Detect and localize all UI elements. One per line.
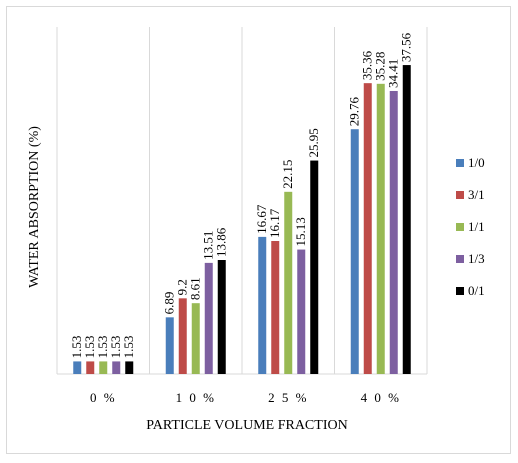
bar-1-1-3: [376, 83, 385, 375]
legend-swatch: [456, 159, 464, 167]
data-label: 37.56: [399, 32, 414, 62]
data-label: 8.61: [188, 277, 203, 300]
bar-1-1-2: [284, 191, 293, 374]
bar-1-0-2: [258, 236, 267, 374]
bar-0-1-1: [217, 260, 226, 374]
chart: 1.531.531.531.531.530 %6.899.28.6113.511…: [27, 27, 485, 433]
bar-1-0-3: [350, 129, 359, 374]
data-label: 1.53: [108, 336, 123, 359]
plot-area: 1.531.531.531.531.530 %6.899.28.6113.511…: [56, 27, 428, 405]
legend-swatch: [456, 255, 464, 263]
bar-1-1-0: [99, 361, 108, 374]
data-label: 34.41: [386, 59, 401, 88]
bar-1-3-1: [204, 262, 213, 374]
data-label: 35.36: [360, 50, 375, 80]
bar-1-0-1: [165, 317, 174, 374]
bar-0-1-3: [402, 65, 411, 374]
x-tick-label: 1 0 %: [176, 390, 216, 405]
legend-label: 1/0: [468, 155, 485, 170]
data-label: 16.17: [267, 208, 282, 238]
bar-3-1-0: [86, 361, 95, 374]
data-label: 35.28: [373, 52, 388, 81]
data-label: 16.67: [254, 204, 269, 234]
legend-swatch: [456, 287, 464, 295]
legend: 1/0 3/1 1/1 1/3 0/1: [456, 155, 485, 298]
data-label: 22.15: [280, 160, 295, 189]
data-label: 1.53: [69, 336, 84, 359]
chart-frame: 1.53 1.53 1.53 1.53 1.53 0 % 6.89 9.2 8.61 13.51 1…: [6, 6, 511, 454]
bar-1-3-3: [389, 90, 398, 374]
legend-label: 3/1: [468, 187, 485, 202]
legend-swatch: [456, 191, 464, 199]
bar-3-1-3: [363, 83, 372, 374]
legend-label: 1/1: [468, 219, 485, 234]
bar-3-1-2: [271, 241, 280, 374]
y-axis-title: WATER ABSORPTION (%): [27, 126, 42, 288]
legend-swatch: [456, 223, 464, 231]
data-label: 13.51: [201, 231, 216, 260]
x-tick-label: 2 5 %: [268, 390, 308, 405]
data-label: 1.53: [121, 336, 136, 359]
x-tick-label: 0 %: [90, 390, 117, 405]
bar-1-3-0: [112, 361, 121, 374]
data-label: 9.2: [175, 279, 190, 295]
x-tick-label: 4 0 %: [361, 390, 401, 405]
data-label: 13.86: [214, 227, 229, 257]
legend-label: 0/1: [468, 283, 485, 298]
bar-3-1-1: [178, 298, 187, 374]
data-label: 15.13: [293, 217, 308, 246]
bar-1-1-1: [191, 303, 200, 374]
bar-1-0-0: [73, 361, 82, 374]
data-label: 25.95: [306, 128, 321, 157]
data-label: 1.53: [82, 336, 97, 359]
bar-0-1-2: [310, 160, 319, 374]
data-label: 1.53: [95, 336, 110, 359]
bar-1-3-2: [297, 249, 306, 374]
legend-label: 1/3: [468, 251, 485, 266]
bar-0-1-0: [125, 361, 134, 374]
data-label: 29.76: [347, 96, 362, 126]
data-label: 6.89: [162, 292, 177, 315]
x-axis-title: PARTICLE VOLUME FRACTION: [146, 418, 347, 433]
